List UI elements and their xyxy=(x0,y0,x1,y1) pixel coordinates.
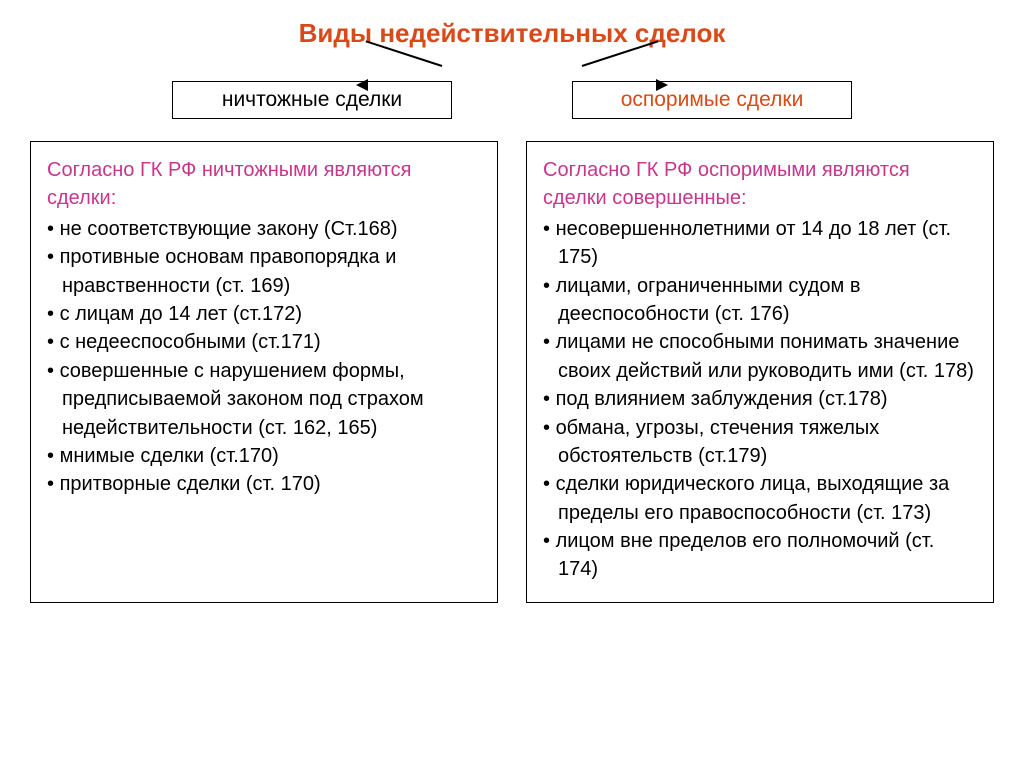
arrow-left xyxy=(352,57,442,75)
right-content-box: Согласно ГК РФ оспоримыми являются сделк… xyxy=(526,141,994,603)
right-list: несовершеннолетними от 14 до 18 лет (ст.… xyxy=(543,215,977,584)
list-item: противные основам правопорядка и нравств… xyxy=(47,243,481,300)
list-item: совершенные с нарушением формы, предписы… xyxy=(47,357,481,442)
content-row: Согласно ГК РФ ничтожными являются сделк… xyxy=(30,141,994,603)
list-item: лицом вне пределов его полномочий (ст. 1… xyxy=(543,527,977,584)
list-item: притворные сделки (ст. 170) xyxy=(47,470,481,498)
right-intro: Согласно ГК РФ оспоримыми являются сделк… xyxy=(543,156,977,213)
left-content-box: Согласно ГК РФ ничтожными являются сделк… xyxy=(30,141,498,603)
branch-left-box: ничтожные сделки xyxy=(172,81,452,119)
list-item: сделки юридического лица, выходящие за п… xyxy=(543,470,977,527)
list-item: обмана, угрозы, стечения тяжелых обстоят… xyxy=(543,414,977,471)
branch-arrows xyxy=(30,57,994,75)
list-item: мнимые сделки (ст.170) xyxy=(47,442,481,470)
left-list: не соответствующие закону (Ст.168)против… xyxy=(47,215,481,499)
left-intro: Согласно ГК РФ ничтожными являются сделк… xyxy=(47,156,481,213)
branch-right-box: оспоримые сделки xyxy=(572,81,852,119)
arrow-right xyxy=(582,57,672,75)
list-item: лицами не способными понимать значение с… xyxy=(543,328,977,385)
list-item: под влиянием заблуждения (ст.178) xyxy=(543,385,977,413)
list-item: с лицам до 14 лет (ст.172) xyxy=(47,300,481,328)
branch-row: ничтожные сделки оспоримые сделки xyxy=(30,81,994,119)
list-item: лицами, ограниченными судом в дееспособн… xyxy=(543,272,977,329)
list-item: несовершеннолетними от 14 до 18 лет (ст.… xyxy=(543,215,977,272)
diagram-title: Виды недействительных сделок xyxy=(30,18,994,49)
list-item: с недееспособными (ст.171) xyxy=(47,328,481,356)
list-item: не соответствующие закону (Ст.168) xyxy=(47,215,481,243)
